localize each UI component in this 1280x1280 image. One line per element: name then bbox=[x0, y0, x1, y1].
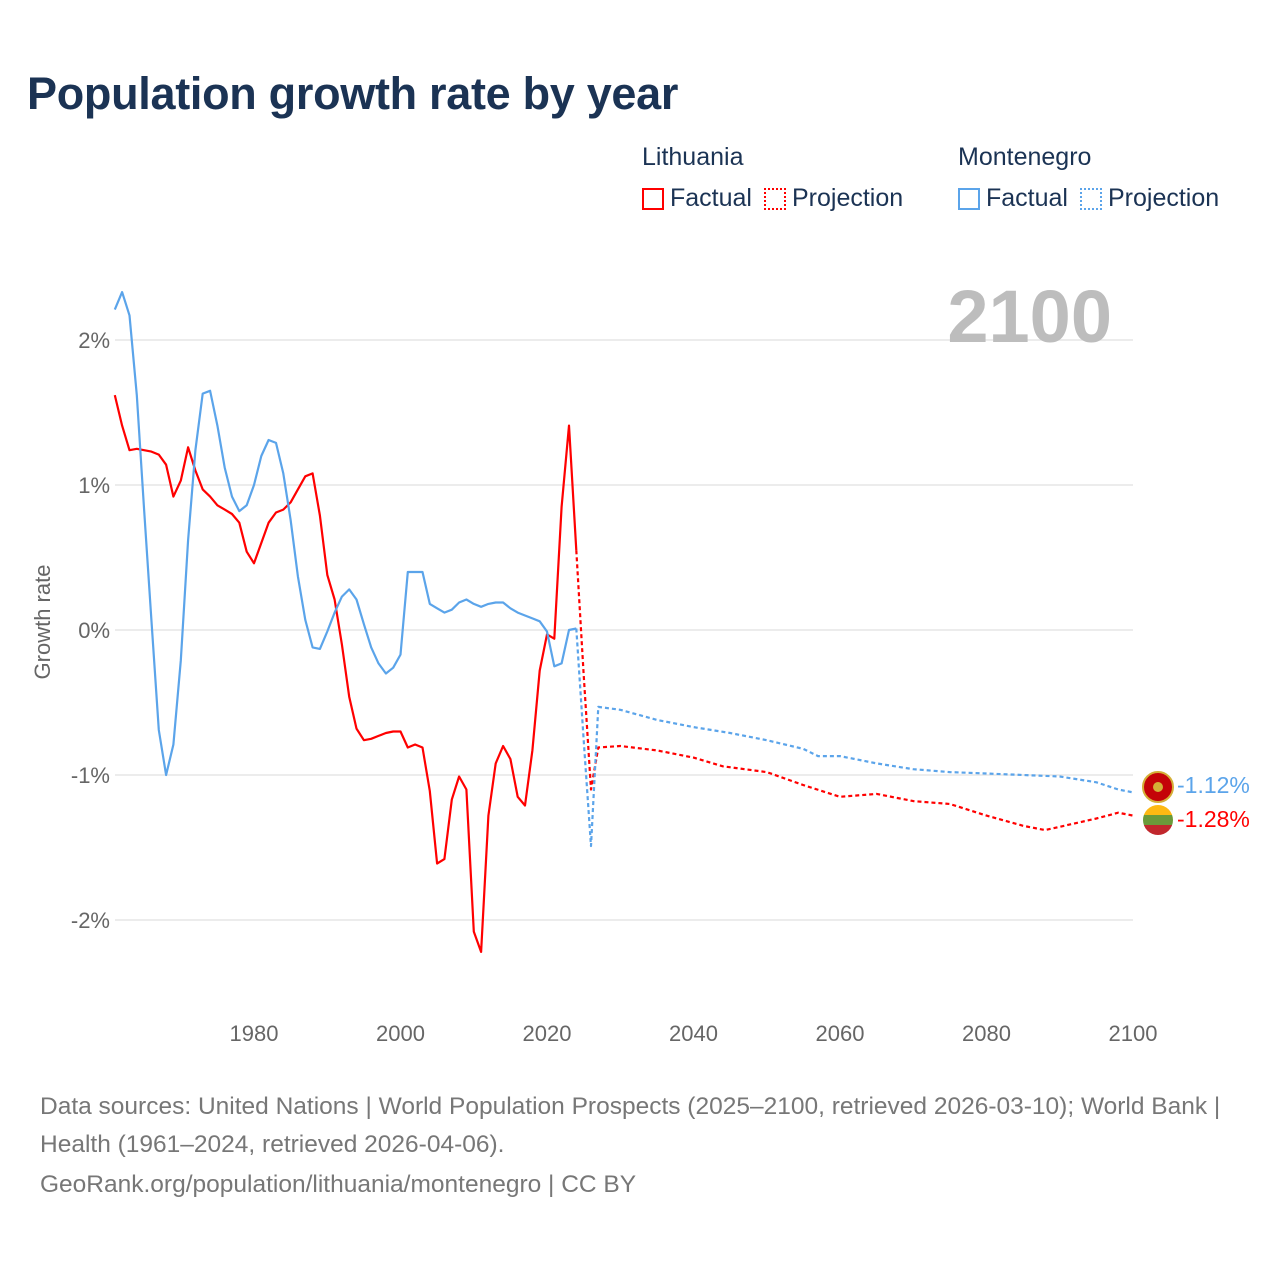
montenegro-flag-icon bbox=[1142, 771, 1174, 803]
legend-label: Factual bbox=[670, 184, 752, 212]
montenegro-end-label: -1.12% bbox=[1177, 772, 1250, 798]
x-tick-label: 1980 bbox=[230, 1021, 279, 1046]
lithuania-end-label: -1.28% bbox=[1177, 806, 1250, 832]
y-tick-label: -2% bbox=[71, 908, 110, 933]
x-tick-label: 2060 bbox=[816, 1021, 865, 1046]
legend-label: Projection bbox=[791, 184, 904, 212]
legend-item-montenegro-factual[interactable]: Factual bbox=[958, 184, 1068, 213]
legend-montenegro: Montenegro Factual Projection bbox=[958, 143, 1219, 213]
legend-item-lithuania-projection[interactable]: Projection bbox=[763, 184, 904, 213]
y-axis-label: Growth rate bbox=[30, 565, 55, 680]
dotted-swatch-icon bbox=[763, 187, 786, 210]
credit-link[interactable]: GeoRank.org/population/lithuania/montene… bbox=[40, 1171, 637, 1198]
x-tick-label: 2000 bbox=[376, 1021, 425, 1046]
y-tick-label: 1% bbox=[78, 473, 110, 498]
solid-swatch-icon bbox=[958, 187, 980, 210]
y-tick-label: 0% bbox=[78, 618, 110, 643]
series-lithuania-factual bbox=[113, 394, 578, 953]
legend-country-label: Montenegro bbox=[958, 143, 1092, 171]
legend-label: Factual bbox=[986, 184, 1068, 212]
x-tick-label: 2020 bbox=[523, 1021, 572, 1046]
footer: Data sources: United Nations | World Pop… bbox=[40, 1088, 1240, 1204]
legend-item-montenegro-projection[interactable]: Projection bbox=[1079, 184, 1220, 213]
series-montenegro-projection bbox=[575, 628, 1134, 848]
y-tick-label: -1% bbox=[71, 763, 110, 788]
year-watermark: 2100 bbox=[947, 275, 1112, 358]
x-tick-label: 2080 bbox=[962, 1021, 1011, 1046]
solid-swatch-icon bbox=[642, 187, 664, 210]
x-tick-label: 2100 bbox=[1109, 1021, 1158, 1046]
lithuania-flag-icon bbox=[1143, 805, 1173, 835]
x-tick-label: 2040 bbox=[669, 1021, 718, 1046]
series-lithuania-projection bbox=[575, 550, 1134, 832]
legend-label: Projection bbox=[1107, 184, 1220, 212]
series-montenegro-factual bbox=[113, 291, 577, 777]
legend-item-lithuania-factual[interactable]: Factual bbox=[642, 184, 752, 213]
chart-title: Population growth rate by year bbox=[27, 68, 679, 119]
legend-lithuania: Lithuania Factual Projection bbox=[642, 143, 903, 213]
legend-country-label: Lithuania bbox=[642, 143, 744, 171]
dotted-swatch-icon bbox=[1079, 187, 1102, 210]
y-tick-label: 2% bbox=[78, 328, 110, 353]
data-sources: Data sources: United Nations | World Pop… bbox=[40, 1093, 1221, 1158]
